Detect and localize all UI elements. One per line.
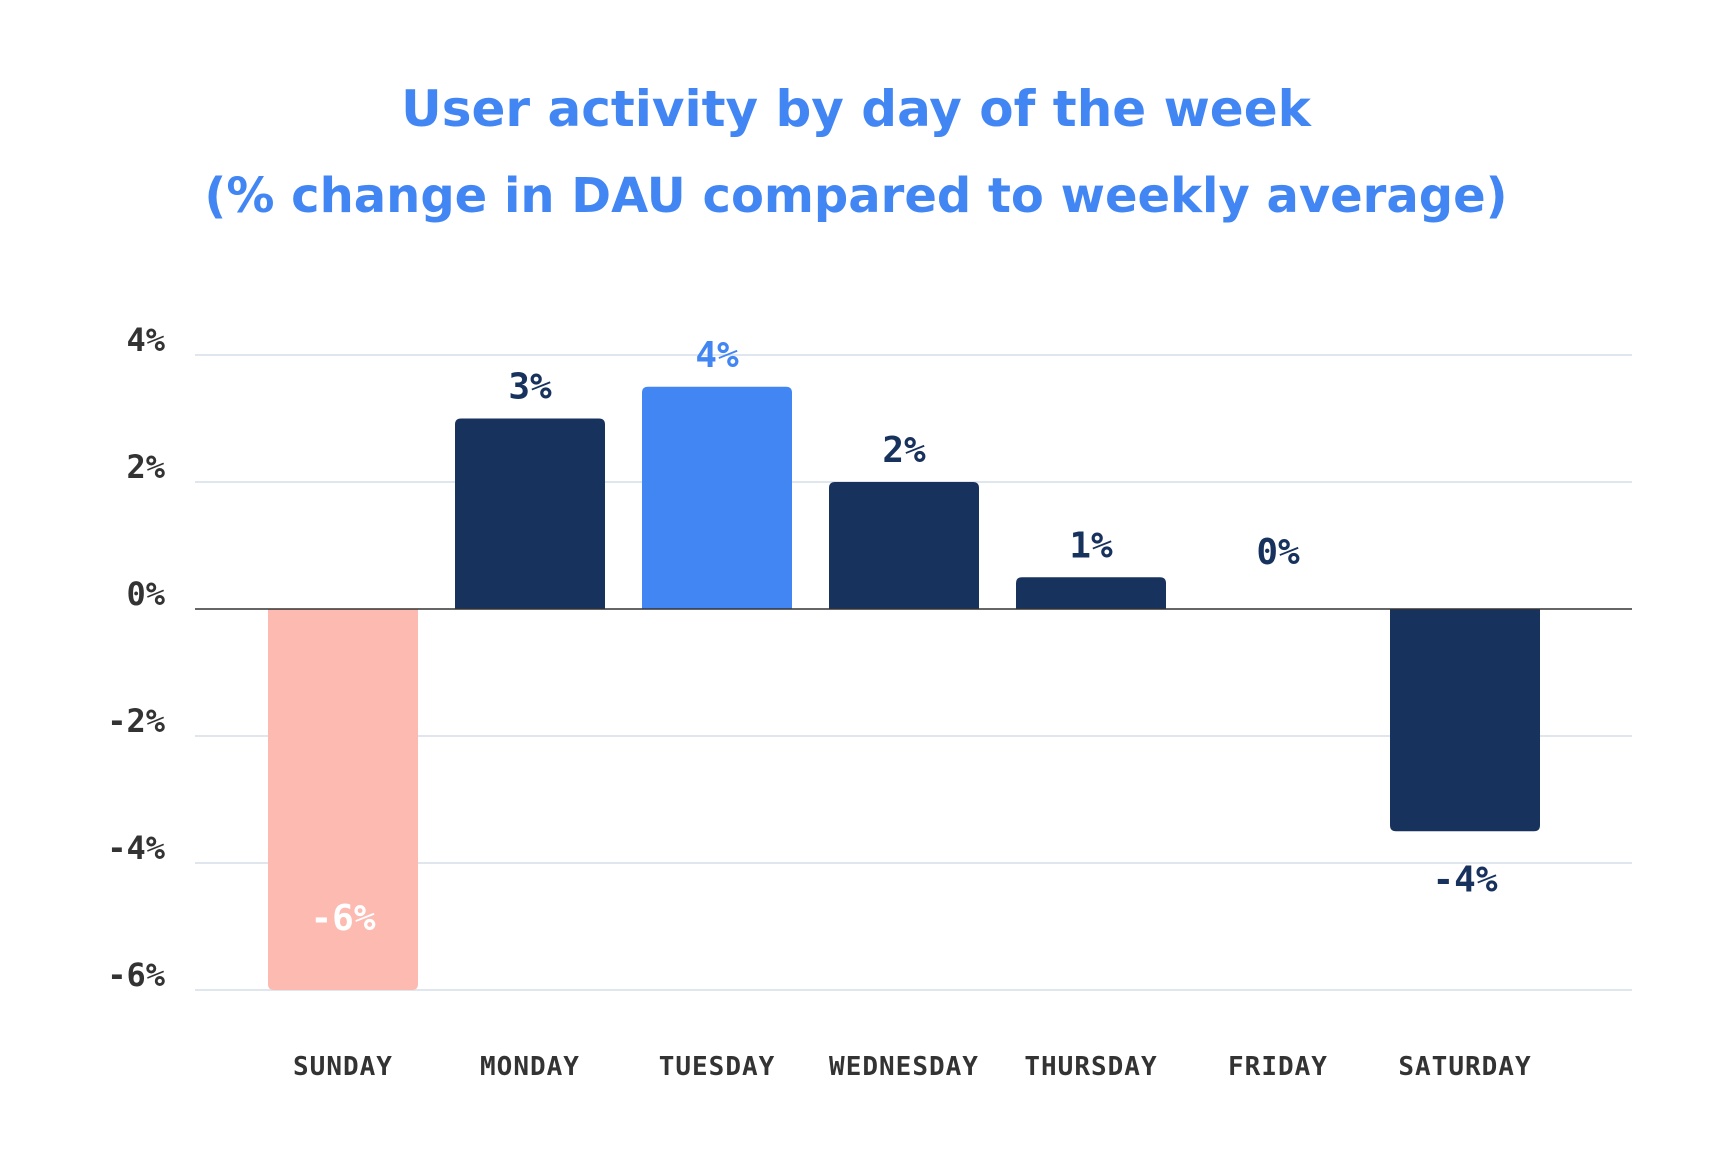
chart-title: User activity by day of the week [401, 80, 1311, 138]
bars [268, 386, 1540, 990]
data-label-saturday: -4% [1432, 859, 1497, 900]
bar-thursday [1016, 577, 1166, 609]
data-labels: -6% 3% 4% 2% 1% 0% -4% [310, 335, 1497, 939]
bar-saturday [1390, 609, 1540, 832]
data-label-sunday: -6% [310, 898, 375, 939]
y-tick-label: -2% [107, 702, 166, 740]
chart-subtitle: (% change in DAU compared to weekly aver… [204, 168, 1508, 224]
bar-tuesday [642, 386, 792, 609]
data-label-friday: 0% [1256, 532, 1300, 573]
y-tick-label: -6% [107, 956, 166, 994]
bar-monday [455, 418, 605, 609]
x-tick-label: WEDNESDAY [829, 1052, 979, 1082]
x-tick-label: THURSDAY [1024, 1052, 1157, 1082]
x-tick-label: TUESDAY [659, 1052, 776, 1082]
bar-wednesday [829, 482, 979, 609]
data-label-thursday: 1% [1069, 525, 1113, 566]
x-tick-label: MONDAY [480, 1052, 580, 1082]
y-tick-label: 4% [126, 321, 165, 359]
x-tick-label: SATURDAY [1398, 1052, 1531, 1082]
data-label-tuesday: 4% [695, 335, 739, 376]
x-tick-label: FRIDAY [1228, 1052, 1328, 1082]
data-label-monday: 3% [508, 367, 552, 408]
y-axis: 4% 2% 0% -2% -4% -6% [107, 321, 166, 994]
x-tick-label: SUNDAY [293, 1052, 393, 1082]
x-axis: SUNDAY MONDAY TUESDAY WEDNESDAY THURSDAY FRID… [293, 1052, 1531, 1082]
bar-sunday [268, 609, 418, 990]
data-label-wednesday: 2% [882, 430, 926, 471]
y-tick-label: -4% [107, 829, 166, 867]
y-tick-label: 0% [126, 575, 165, 613]
y-tick-label: 2% [126, 448, 165, 486]
